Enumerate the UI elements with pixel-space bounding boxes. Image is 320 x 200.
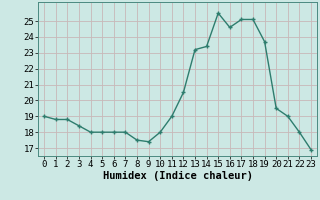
X-axis label: Humidex (Indice chaleur): Humidex (Indice chaleur) [103, 171, 252, 181]
